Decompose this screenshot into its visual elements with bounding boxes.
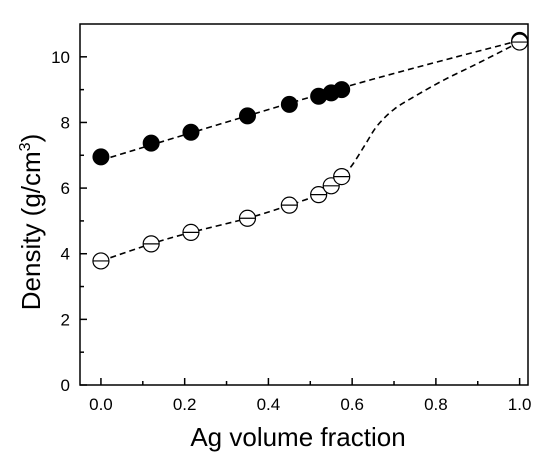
y-tick-label: 2 — [61, 310, 70, 329]
x-tick-label: 0.2 — [173, 395, 197, 414]
plot-frame — [79, 23, 529, 386]
plot-area: 0.0 0.2 0.4 0.6 0.8 1.0 0 2 4 6 8 10 — [51, 23, 532, 414]
y-tick-label: 4 — [61, 245, 70, 264]
fit-line-series-1 — [100, 39, 520, 161]
data-point-filled — [92, 148, 110, 166]
x-tick-label: 0.0 — [89, 395, 113, 414]
y-tick-label: 6 — [61, 179, 70, 198]
y-axis-title-main: Density (g/cm — [16, 151, 46, 310]
data-point-filled — [280, 95, 298, 113]
data-point-filled — [182, 123, 200, 141]
x-tick-label: 0.4 — [257, 395, 281, 414]
data-point-filled — [238, 107, 256, 125]
data-point-filled — [333, 81, 351, 99]
y-tick-label: 8 — [61, 113, 70, 132]
y-axis-title-close: ) — [16, 134, 46, 143]
y-tick-label: 10 — [51, 48, 70, 67]
fit-line-series-2 — [100, 41, 520, 262]
y-tick-label: 0 — [61, 376, 70, 395]
x-tick-label: 0.8 — [424, 395, 448, 414]
x-tick-label: 1.0 — [508, 395, 532, 414]
y-axis-title: Density (g/cm3) — [16, 134, 46, 311]
x-tick-label: 0.6 — [340, 395, 364, 414]
data-point-filled — [142, 134, 160, 152]
x-axis-title: Ag volume fraction — [190, 422, 405, 452]
y-axis-title-sup: 3 — [17, 142, 34, 151]
